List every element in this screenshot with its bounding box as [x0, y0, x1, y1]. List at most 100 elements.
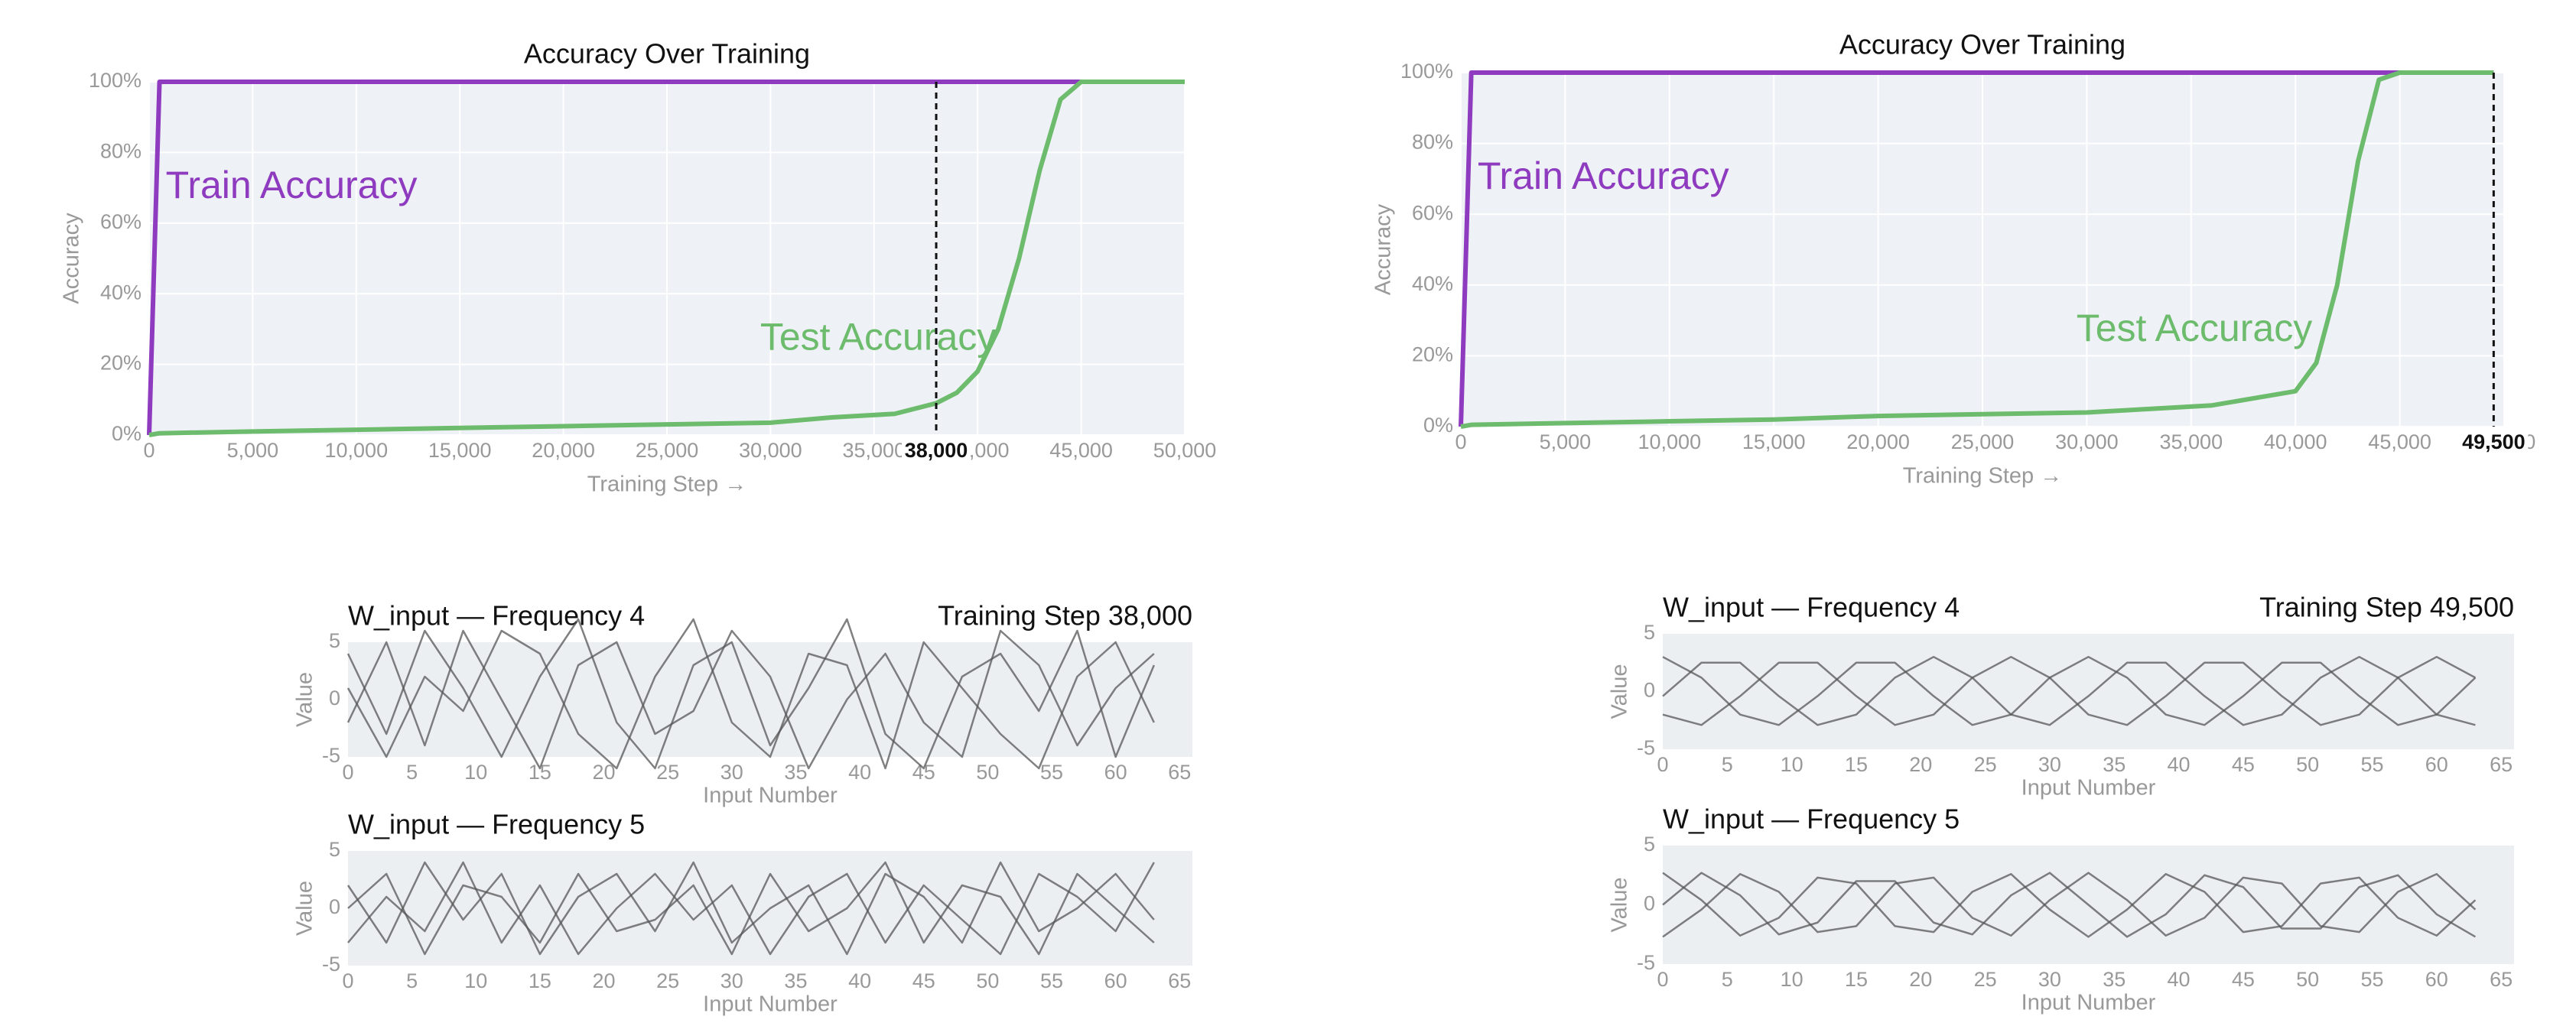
- x-tick-label: 25: [1974, 968, 1997, 991]
- x-tick-label: 30,000: [739, 439, 802, 462]
- x-tick-label: 50,000: [1153, 439, 1217, 462]
- chart-title: W_input — Frequency 5: [1663, 804, 1960, 835]
- y-axis-label: Value: [1608, 877, 1632, 932]
- series-line: [1459, 70, 2494, 427]
- x-tick-label: 55: [1040, 969, 1063, 992]
- series-annotation: Test Accuracy: [2077, 307, 2312, 349]
- series-line: [1460, 70, 2494, 429]
- x-tick-label: 40: [2168, 753, 2191, 776]
- y-tick-label: 5: [1644, 833, 1655, 856]
- marker-label: 38,000: [905, 439, 968, 462]
- x-axis-label: Input Number: [703, 992, 838, 1017]
- x-tick-label: 35: [2103, 753, 2126, 776]
- x-tick-label: 10: [464, 969, 487, 992]
- x-axis-label: Input Number: [2021, 991, 2156, 1015]
- chart-title: Accuracy Over Training: [1839, 29, 2126, 60]
- x-tick-label: 0: [342, 761, 353, 784]
- x-tick-label: 30: [2038, 753, 2061, 776]
- x-tick-label: 35: [784, 969, 807, 992]
- x-tick-label: 5: [406, 969, 418, 992]
- x-tick-label: 0: [342, 969, 353, 992]
- x-tick-label: 60: [1104, 969, 1127, 992]
- x-tick-label: 10: [464, 761, 487, 784]
- x-tick-label: 10,000: [1638, 430, 1702, 453]
- series-line: [346, 629, 1155, 770]
- y-tick-label: 60%: [1412, 201, 1453, 224]
- y-axis-label: Value: [1608, 664, 1632, 719]
- plot-background: [348, 642, 1192, 757]
- x-tick-label: 0: [143, 439, 154, 462]
- x-tick-label: 25,000: [636, 439, 699, 462]
- x-tick-label: 45: [2232, 968, 2255, 991]
- x-tick-label: 40: [848, 761, 871, 784]
- x-tick-label: 60: [2425, 753, 2448, 776]
- x-tick-label: 35: [2103, 968, 2126, 991]
- series-line: [346, 861, 1155, 956]
- y-tick-label: -5: [322, 744, 340, 767]
- y-tick-label: 5: [329, 629, 340, 652]
- x-tick-label: 45,000: [1049, 439, 1113, 462]
- series-line: [347, 861, 1155, 956]
- x-tick-label: 15,000: [428, 439, 492, 462]
- x-tick-label: 5,000: [1540, 430, 1592, 453]
- x-tick-label: 55: [2360, 753, 2383, 776]
- x-tick-label: 45: [912, 969, 935, 992]
- x-tick-label: 20: [1909, 968, 1932, 991]
- x-tick-label: 60: [2425, 968, 2448, 991]
- x-tick-label: 15: [1845, 968, 1868, 991]
- y-tick-label: 80%: [100, 140, 141, 163]
- x-tick-label: 20,000: [1846, 430, 1910, 453]
- x-tick-label: 25,000: [1951, 430, 2015, 453]
- x-tick-label: 50: [2296, 753, 2319, 776]
- y-tick-label: 100%: [1400, 60, 1453, 83]
- x-tick-label: 35,000: [2160, 430, 2223, 453]
- x-tick-label: 10: [1781, 753, 1804, 776]
- chart-title: Accuracy Over Training: [524, 38, 810, 70]
- y-tick-label: -5: [1637, 951, 1655, 974]
- y-axis-label: Accuracy: [60, 213, 84, 304]
- x-tick-label: 20: [1909, 753, 1932, 776]
- x-axis-label: Training Step →: [1903, 464, 2062, 489]
- chart-title: W_input — Frequency 4: [348, 600, 645, 632]
- x-tick-label: 30: [720, 969, 743, 992]
- x-tick-label: 25: [656, 761, 679, 784]
- series-line: [1662, 872, 2477, 938]
- series-line: [347, 861, 1155, 956]
- series-line: [1662, 655, 2477, 726]
- y-tick-label: 0%: [1423, 414, 1453, 437]
- x-tick-label: 55: [2360, 968, 2383, 991]
- x-tick-label: 50: [976, 969, 999, 992]
- series-line: [1662, 655, 2476, 726]
- y-tick-label: 80%: [1412, 131, 1453, 154]
- x-tick-label: 45,000: [2368, 430, 2431, 453]
- y-axis-label: Accuracy: [1371, 203, 1396, 295]
- x-tick-label: 0: [1455, 430, 1466, 453]
- chart-subtitle: Training Step 38,000: [938, 600, 1192, 632]
- series-annotation: Train Accuracy: [1478, 154, 1729, 197]
- series-line: [346, 618, 1155, 770]
- x-tick-label: 25: [656, 969, 679, 992]
- x-tick-label: 30,000: [2055, 430, 2119, 453]
- series-line: [147, 80, 1185, 436]
- y-tick-label: 20%: [1412, 343, 1453, 366]
- x-tick-label: 65: [1168, 969, 1191, 992]
- x-tick-label: 20: [593, 969, 616, 992]
- y-tick-label: 5: [329, 838, 340, 861]
- y-tick-label: 20%: [100, 352, 141, 375]
- x-tick-label: 50: [976, 761, 999, 784]
- series-annotation: Train Accuracy: [166, 164, 418, 206]
- chart-title: W_input — Frequency 4: [1663, 592, 1960, 623]
- x-tick-label: 55: [1040, 761, 1063, 784]
- x-tick-label: 0: [1657, 753, 1668, 776]
- chart-subtitle: Training Step 49,500: [2259, 592, 2514, 623]
- x-tick-label: 35,000: [843, 439, 906, 462]
- y-tick-label: 5: [1644, 621, 1655, 644]
- x-tick-label: 40,000: [2264, 430, 2327, 453]
- x-axis-label: Training Step →: [587, 472, 746, 497]
- x-tick-label: 65: [2490, 968, 2513, 991]
- x-tick-label: 5,000: [227, 439, 279, 462]
- y-tick-label: 0: [1644, 892, 1655, 915]
- y-tick-label: -5: [1637, 736, 1655, 759]
- x-tick-label: 50: [2296, 968, 2319, 991]
- marker-label-bg: [902, 441, 971, 463]
